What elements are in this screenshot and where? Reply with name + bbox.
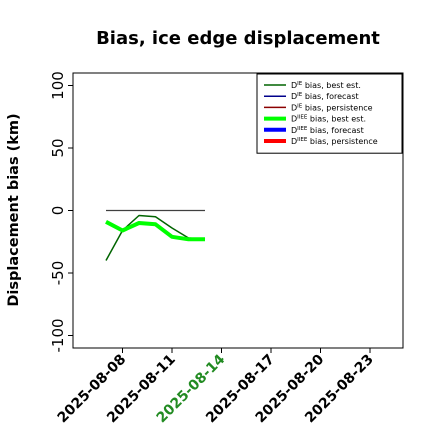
series-line-3 [105, 220, 205, 242]
legend-entry: DIE bias, best est. [291, 81, 361, 90]
y-tick-label: 50 [49, 138, 67, 157]
legend-entry: DIIEE bias, persistence [291, 137, 378, 146]
y-tick-label: -100 [49, 318, 67, 352]
legend-entry: DIE bias, forecast [291, 92, 359, 101]
chart-title: Bias, ice edge displacement [96, 28, 380, 49]
legend-entry: DIIEE bias, best est. [291, 115, 366, 124]
legend-entry: DIIEE bias, forecast [291, 126, 364, 135]
legend: DIE bias, best est. DIE bias, forecast DIE… [256, 73, 403, 154]
y-tick-label: -50 [49, 261, 67, 286]
y-tick-label: 100 [49, 71, 67, 100]
legend-entry: DIE bias, persistence [291, 103, 373, 112]
y-tick-label: 0 [49, 206, 67, 216]
y-axis-label: Displacement bias (km) [6, 113, 22, 306]
